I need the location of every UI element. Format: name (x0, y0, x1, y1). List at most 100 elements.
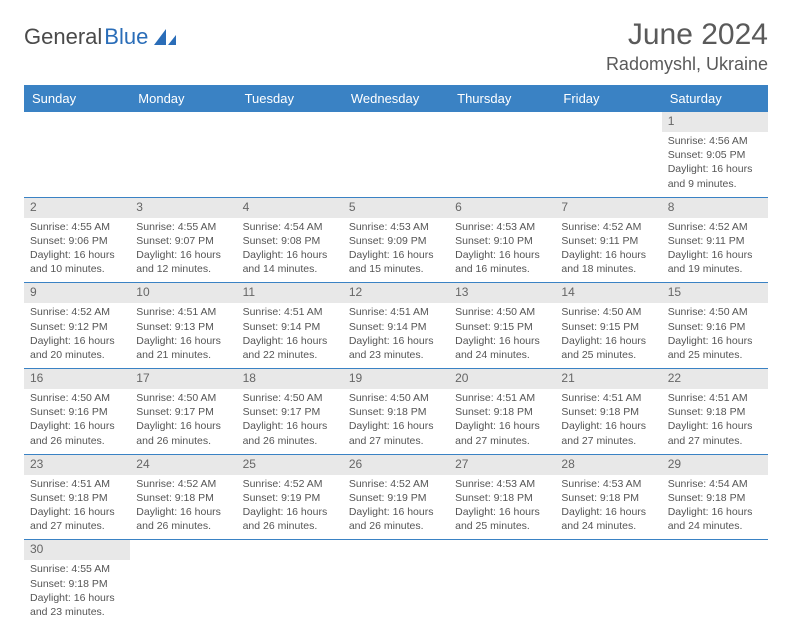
day-cell: Sunrise: 4:51 AMSunset: 9:18 PMDaylight:… (24, 475, 130, 540)
day-number-cell: 30 (24, 540, 130, 561)
daylight-line2: and 25 minutes. (455, 520, 530, 532)
daylight-line2: and 14 minutes. (243, 263, 318, 275)
day-number-cell (130, 112, 236, 132)
day-cell: Sunrise: 4:53 AMSunset: 9:10 PMDaylight:… (449, 218, 555, 283)
day-info: Sunrise: 4:50 AMSunset: 9:18 PMDaylight:… (349, 391, 443, 448)
sunset: Sunset: 9:11 PM (668, 235, 745, 247)
day-number: 26 (349, 457, 443, 471)
daylight-line1: Daylight: 16 hours (349, 420, 434, 432)
daylight-line2: and 15 minutes. (349, 263, 424, 275)
day-cell: Sunrise: 4:52 AM Sunset: 9:11 PM Daylight:… (662, 218, 768, 283)
day-cell: Sunrise: 4:50 AMSunset: 9:16 PMDaylight:… (662, 303, 768, 368)
daylight-line1: Daylight: 16 hours (243, 420, 328, 432)
day-info: Sunrise: 4:52 AM Sunset: 9:11 PM Daylight:… (668, 220, 762, 277)
day-number-cell: 24 (130, 454, 236, 475)
day-cell: Sunrise: 4:50 AMSunset: 9:17 PMDaylight:… (130, 389, 236, 454)
sunrise: Sunrise: 4:52 AM (349, 478, 429, 490)
sunset: Sunset: 9:12 PM (30, 321, 108, 333)
sunrise: Sunrise: 4:52 AM (668, 221, 748, 233)
sunrise: Sunrise: 4:50 AM (668, 306, 748, 318)
day-cell: Sunrise: 4:52 AMSunset: 9:12 PMDaylight:… (24, 303, 130, 368)
sunset: Sunset: 9:18 PM (455, 406, 533, 418)
day-number-cell (449, 540, 555, 561)
title-block: June 2024 Radomyshl, Ukraine (606, 18, 768, 75)
day-cell: Sunrise: 4:55 AM Sunset: 9:06 PM Daylight:… (24, 218, 130, 283)
day-cell: Sunrise: 4:51 AMSunset: 9:18 PMDaylight:… (662, 389, 768, 454)
daylight-line1: Daylight: 16 hours (349, 249, 434, 261)
daylight-line1: Daylight: 16 hours (30, 420, 115, 432)
day-cell: Sunrise: 4:50 AMSunset: 9:15 PMDaylight:… (449, 303, 555, 368)
day-cell (555, 560, 661, 625)
day-number-cell: 19 (343, 369, 449, 390)
day-header: Tuesday (237, 85, 343, 112)
daylight-line2: and 26 minutes. (136, 520, 211, 532)
day-cell: Sunrise: 4:51 AMSunset: 9:18 PMDaylight:… (555, 389, 661, 454)
daylight-line1: Daylight: 16 hours (30, 249, 115, 261)
daylight-line2: and 25 minutes. (668, 349, 743, 361)
daylight-line2: and 23 minutes. (349, 349, 424, 361)
day-info-row: Sunrise: 4:50 AMSunset: 9:16 PMDaylight:… (24, 389, 768, 454)
sunset: Sunset: 9:07 PM (136, 235, 214, 247)
day-info: Sunrise: 4:50 AMSunset: 9:16 PMDaylight:… (668, 305, 762, 362)
day-cell: Sunrise: 4:54 AM Sunset: 9:08 PM Daylight:… (237, 218, 343, 283)
day-info: Sunrise: 4:50 AMSunset: 9:15 PMDaylight:… (561, 305, 655, 362)
daylight-line2: and 25 minutes. (561, 349, 636, 361)
sunrise: Sunrise: 4:51 AM (561, 392, 641, 404)
day-cell: Sunrise: 4:52 AMSunset: 9:19 PMDaylight:… (237, 475, 343, 540)
day-number: 24 (136, 457, 230, 471)
sunset: Sunset: 9:06 PM (30, 235, 108, 247)
day-cell: Sunrise: 4:56 AMSunset: 9:05 PMDaylight:… (662, 132, 768, 197)
day-number: 9 (30, 285, 124, 299)
daylight-line1: Daylight: 16 hours (136, 506, 221, 518)
daylight-line1: Daylight: 16 hours (455, 335, 540, 347)
day-cell (555, 132, 661, 197)
day-info: Sunrise: 4:54 AMSunset: 9:18 PMDaylight:… (668, 477, 762, 534)
daylight-line2: and 21 minutes. (136, 349, 211, 361)
day-number-cell: 2 (24, 197, 130, 218)
day-number-cell: 25 (237, 454, 343, 475)
day-number: 15 (668, 285, 762, 299)
day-cell: Sunrise: 4:51 AMSunset: 9:18 PMDaylight:… (449, 389, 555, 454)
day-cell (24, 132, 130, 197)
day-cell: Sunrise: 4:51 AMSunset: 9:14 PMDaylight:… (237, 303, 343, 368)
day-number: 19 (349, 371, 443, 385)
daylight-line1: Daylight: 16 hours (455, 420, 540, 432)
day-number-cell: 28 (555, 454, 661, 475)
sunset: Sunset: 9:13 PM (136, 321, 214, 333)
day-number-cell: 20 (449, 369, 555, 390)
day-header: Monday (130, 85, 236, 112)
daylight-line2: and 27 minutes. (561, 435, 636, 447)
day-number-cell: 22 (662, 369, 768, 390)
day-cell: Sunrise: 4:50 AMSunset: 9:18 PMDaylight:… (343, 389, 449, 454)
day-number: 11 (243, 285, 337, 299)
daylight-line2: and 20 minutes. (30, 349, 105, 361)
sunrise: Sunrise: 4:54 AM (243, 221, 323, 233)
daylight-line2: and 22 minutes. (243, 349, 318, 361)
day-info: Sunrise: 4:54 AM Sunset: 9:08 PM Daylight:… (243, 220, 337, 277)
day-info: Sunrise: 4:50 AMSunset: 9:17 PMDaylight:… (136, 391, 230, 448)
day-number: 7 (561, 200, 655, 214)
daylight-line1: Daylight: 16 hours (455, 249, 540, 261)
day-info-row: Sunrise: 4:52 AMSunset: 9:12 PMDaylight:… (24, 303, 768, 368)
day-number: 6 (455, 200, 549, 214)
sunrise: Sunrise: 4:55 AM (30, 221, 110, 233)
daylight-line2: and 26 minutes. (30, 435, 105, 447)
sunset: Sunset: 9:18 PM (455, 492, 533, 504)
day-cell: Sunrise: 4:53 AMSunset: 9:18 PMDaylight:… (555, 475, 661, 540)
day-number-cell: 6 (449, 197, 555, 218)
daylight-line2: and 27 minutes. (30, 520, 105, 532)
sunset: Sunset: 9:18 PM (668, 492, 746, 504)
sunrise: Sunrise: 4:50 AM (30, 392, 110, 404)
daylight-line1: Daylight: 16 hours (668, 249, 753, 261)
sunrise: Sunrise: 4:56 AM (668, 135, 748, 147)
daylight-line1: Daylight: 16 hours (243, 249, 328, 261)
sunset: Sunset: 9:19 PM (243, 492, 321, 504)
sunrise: Sunrise: 4:51 AM (30, 478, 110, 490)
day-number-cell: 15 (662, 283, 768, 304)
logo: General Blue (24, 24, 178, 50)
daylight-line1: Daylight: 16 hours (561, 249, 646, 261)
day-number: 14 (561, 285, 655, 299)
day-info: Sunrise: 4:52 AMSunset: 9:19 PMDaylight:… (243, 477, 337, 534)
sunset: Sunset: 9:08 PM (243, 235, 321, 247)
day-number: 8 (668, 200, 762, 214)
